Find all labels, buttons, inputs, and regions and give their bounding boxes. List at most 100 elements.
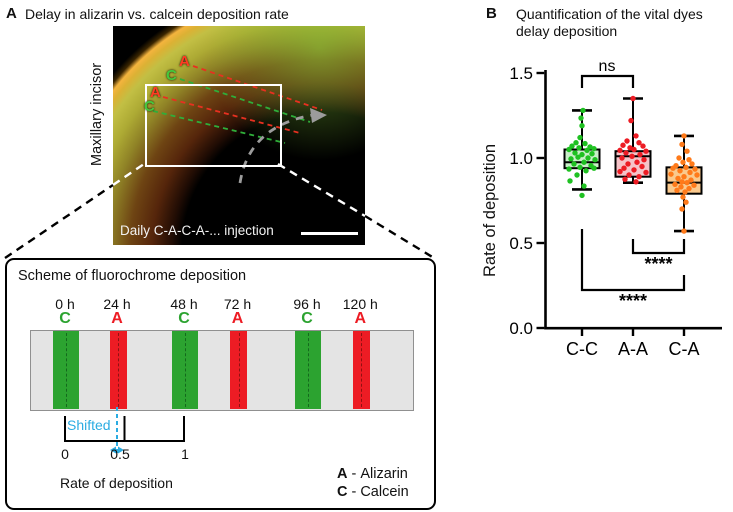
x-category-label: A-A	[618, 339, 648, 359]
data-point	[583, 168, 589, 174]
data-point	[641, 157, 647, 163]
data-point	[676, 155, 682, 161]
legend-separator: -	[351, 466, 357, 482]
data-point	[679, 179, 685, 185]
dye-letter-annotation: C	[144, 98, 155, 115]
data-point	[692, 166, 698, 172]
data-point	[579, 123, 585, 129]
data-point	[680, 159, 686, 165]
panel-b-title-line2: delay deposition	[516, 23, 618, 39]
data-point	[621, 165, 627, 171]
data-point	[684, 179, 690, 186]
data-point	[670, 165, 676, 171]
shifted-label: Shifted	[67, 417, 111, 433]
data-point	[577, 164, 583, 171]
deposition-stripe-c	[172, 331, 198, 409]
data-point	[691, 182, 697, 188]
data-point	[672, 181, 678, 188]
significance-bracket	[580, 74, 635, 88]
data-point	[566, 166, 572, 172]
rate-tick-05: 0.5	[110, 446, 130, 462]
data-point	[589, 151, 595, 157]
y-tick-label: 1.0	[509, 149, 533, 168]
growth-direction-arrow	[238, 113, 314, 184]
data-point	[689, 161, 695, 167]
data-point	[640, 143, 646, 149]
data-point	[633, 179, 639, 185]
rate-tick-1: 1	[181, 446, 189, 462]
legend-calcein-name: Calcein	[360, 484, 409, 500]
data-point	[623, 150, 629, 156]
data-point	[567, 178, 573, 184]
data-point	[592, 157, 598, 163]
deposition-scheme-panel: Scheme of fluorochrome deposition 0 h C 24…	[5, 258, 436, 510]
data-point	[637, 151, 643, 158]
legend-separator: -	[351, 484, 357, 500]
data-point	[630, 95, 636, 102]
timepoint-label: 96 h	[293, 296, 321, 312]
dye-letter-label: C	[178, 310, 190, 327]
data-point	[643, 169, 649, 176]
panel-b-title-line1: Quantification of the vital dyes	[516, 6, 703, 22]
dye-letter-annotation: C	[166, 67, 177, 84]
calcein-label-line	[152, 110, 286, 144]
data-point	[628, 117, 634, 124]
injection-time-dashed-line	[238, 333, 240, 407]
legend-calcein: C - Calcein	[337, 484, 409, 500]
data-point	[591, 165, 597, 171]
data-point	[678, 184, 684, 190]
data-point	[682, 189, 688, 195]
timepoint-label: 0 h	[55, 296, 75, 312]
calcein-label-line	[179, 78, 311, 123]
legend-alizarin: A - Alizarin	[337, 466, 408, 482]
scale-bar	[301, 232, 358, 235]
data-point	[636, 174, 642, 180]
data-point	[579, 151, 585, 158]
data-point	[680, 194, 686, 200]
data-point	[629, 153, 635, 159]
arrowhead-icon	[310, 108, 327, 123]
data-point	[572, 150, 578, 156]
dentin-bar	[30, 330, 414, 411]
data-point	[580, 107, 586, 114]
dye-letter-label: A	[111, 310, 123, 327]
deposition-stripe-c	[295, 331, 321, 409]
data-point	[684, 148, 690, 154]
rate-axis-label: Rate of deposition	[60, 475, 173, 491]
data-point	[631, 146, 637, 153]
dye-letter-label: A	[231, 310, 244, 327]
data-point	[636, 140, 642, 146]
data-point	[668, 171, 674, 177]
deposition-stripe-c	[53, 331, 79, 409]
y-tick-label: 1.5	[509, 64, 533, 83]
panel-a-title: Delay in alizarin vs. calcein deposition…	[25, 6, 289, 22]
legend-alizarin-name: Alizarin	[360, 466, 408, 482]
data-point	[625, 161, 631, 167]
data-point	[675, 175, 681, 182]
data-point	[620, 142, 626, 148]
data-point	[619, 155, 625, 161]
micrograph-caption: Daily C-A-C-A-... injection	[120, 223, 274, 238]
data-point	[631, 167, 637, 173]
alizarin-label-line	[162, 96, 301, 134]
data-point	[639, 163, 645, 170]
x-category-label: C-A	[669, 339, 700, 359]
injection-time-dashed-line	[118, 333, 119, 407]
dye-letter-label: A	[354, 310, 367, 327]
data-point	[681, 174, 687, 180]
data-point	[573, 140, 579, 146]
data-point	[633, 133, 639, 139]
data-point	[617, 168, 623, 175]
data-point	[681, 133, 687, 139]
data-point	[585, 155, 591, 161]
data-point	[574, 172, 580, 178]
rate-tick-0: 0	[61, 446, 69, 462]
data-point	[571, 161, 577, 167]
data-point	[622, 176, 628, 182]
data-point	[694, 172, 700, 178]
